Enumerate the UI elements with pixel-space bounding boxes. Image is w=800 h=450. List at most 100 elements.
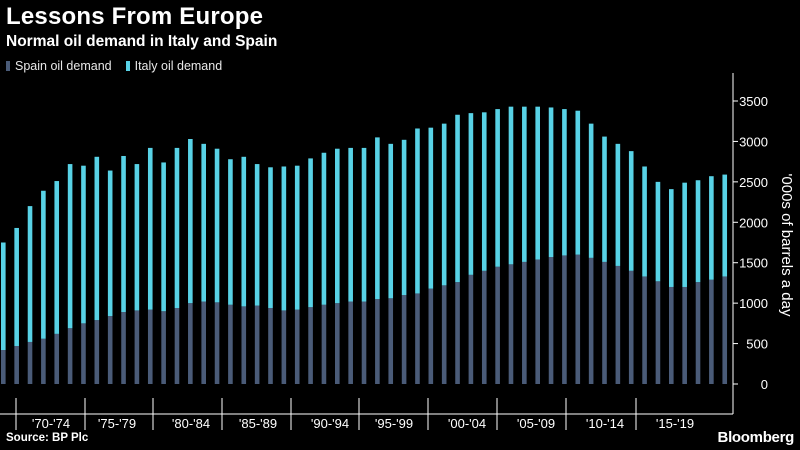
bar-italy — [241, 156, 247, 307]
legend-label-spain: Spain oil demand — [15, 59, 112, 73]
bar-spain — [134, 310, 140, 384]
bar-spain — [628, 270, 634, 384]
bar-italy — [1, 242, 6, 351]
legend-item-spain: Spain oil demand — [6, 59, 112, 73]
bar-italy — [709, 176, 714, 280]
bar-spain — [655, 281, 661, 384]
bar-spain — [268, 307, 273, 384]
bar-spain — [81, 323, 86, 384]
bar-italy — [41, 190, 46, 339]
bar-spain — [188, 303, 193, 384]
y-tick-label: 0 — [761, 377, 768, 392]
bar-italy — [121, 155, 126, 313]
bar-italy — [455, 114, 460, 283]
bar-italy — [695, 180, 701, 283]
bar-spain — [388, 298, 394, 384]
x-tick-label: '70-'74 — [32, 416, 70, 431]
bar-italy — [335, 148, 340, 304]
bar-spain — [281, 310, 287, 384]
y-tick-label: 2500 — [739, 175, 768, 190]
legend-item-italy: Italy oil demand — [125, 59, 223, 73]
bar-spain — [348, 301, 353, 384]
x-tick-label: '05-'09 — [517, 416, 555, 431]
bar-spain — [709, 279, 714, 384]
x-tick-label: '10-'14 — [586, 416, 624, 431]
legend-swatch-italy — [125, 61, 130, 71]
bar-spain — [161, 311, 166, 384]
bar-italy — [14, 227, 19, 346]
bar-italy — [81, 165, 86, 324]
legend-label-italy: Italy oil demand — [134, 59, 223, 73]
bar-spain — [481, 270, 487, 384]
source-note: Source: BP Plc — [6, 432, 89, 444]
bar-spain — [121, 312, 126, 384]
bar-spain — [548, 257, 554, 384]
bar-spain — [441, 285, 447, 384]
bar-spain — [361, 301, 367, 384]
bar-spain — [722, 276, 728, 384]
bar-italy — [254, 164, 260, 306]
y-tick-label: 3500 — [739, 94, 768, 109]
bar-italy — [281, 166, 287, 311]
bar-spain — [535, 259, 540, 384]
bar-italy — [27, 206, 33, 342]
bar-spain — [228, 304, 233, 384]
bar-italy — [294, 165, 300, 310]
bar-spain — [308, 307, 313, 384]
bar-italy — [522, 106, 527, 262]
bar-italy — [188, 139, 193, 304]
bar-spain — [468, 274, 474, 384]
bar-spain — [147, 309, 153, 384]
bar-spain — [241, 306, 247, 384]
y-tick-label: 1500 — [739, 256, 768, 271]
bar-italy — [361, 147, 367, 302]
bar-spain — [588, 257, 594, 384]
bar-italy — [214, 148, 220, 303]
x-tick-label: '00-'04 — [448, 416, 486, 431]
y-tick-label: 500 — [746, 337, 768, 352]
bar-italy — [268, 167, 273, 308]
bar-italy — [134, 164, 140, 311]
bar-spain — [495, 266, 500, 384]
bar-spain — [602, 261, 607, 384]
bar-italy — [508, 106, 514, 265]
x-tick-label: '90-'94 — [311, 416, 349, 431]
x-tick-label: '80-'84 — [172, 416, 210, 431]
bar-spain — [508, 264, 514, 384]
bar-italy — [161, 162, 166, 312]
bar-spain — [254, 305, 260, 384]
bar-italy — [201, 143, 206, 302]
x-tick-label: '95-'99 — [375, 416, 413, 431]
bar-italy — [628, 151, 634, 271]
bar-spain — [174, 307, 180, 384]
bar-spain — [682, 286, 687, 384]
y-tick-label: 3000 — [739, 134, 768, 149]
bar-spain — [642, 276, 647, 384]
bar-italy — [602, 136, 607, 262]
bar-spain — [562, 255, 567, 384]
bar-spain — [335, 303, 340, 384]
bar-italy — [441, 123, 447, 286]
bar-italy — [107, 170, 113, 317]
bar-spain — [522, 261, 527, 384]
bar-italy — [388, 143, 394, 299]
bar-italy — [548, 107, 554, 258]
bar-italy — [669, 189, 674, 287]
bar-spain — [201, 301, 206, 384]
bar-italy — [722, 174, 728, 277]
bar-spain — [401, 295, 407, 384]
chart-legend: Spain oil demand Italy oil demand — [6, 59, 236, 73]
y-tick-label: 1000 — [739, 296, 768, 311]
bar-italy — [428, 127, 434, 289]
bar-italy — [615, 143, 621, 266]
bar-spain — [695, 282, 701, 384]
bar-italy — [575, 110, 581, 255]
bar-spain — [214, 302, 220, 384]
bar-spain — [669, 286, 674, 384]
bar-italy — [228, 159, 233, 305]
bar-italy — [147, 147, 153, 310]
bar-italy — [401, 139, 407, 296]
y-axis-label: '000s of barrels a day — [778, 174, 795, 317]
bar-italy — [562, 109, 567, 256]
bar-spain — [455, 282, 460, 384]
